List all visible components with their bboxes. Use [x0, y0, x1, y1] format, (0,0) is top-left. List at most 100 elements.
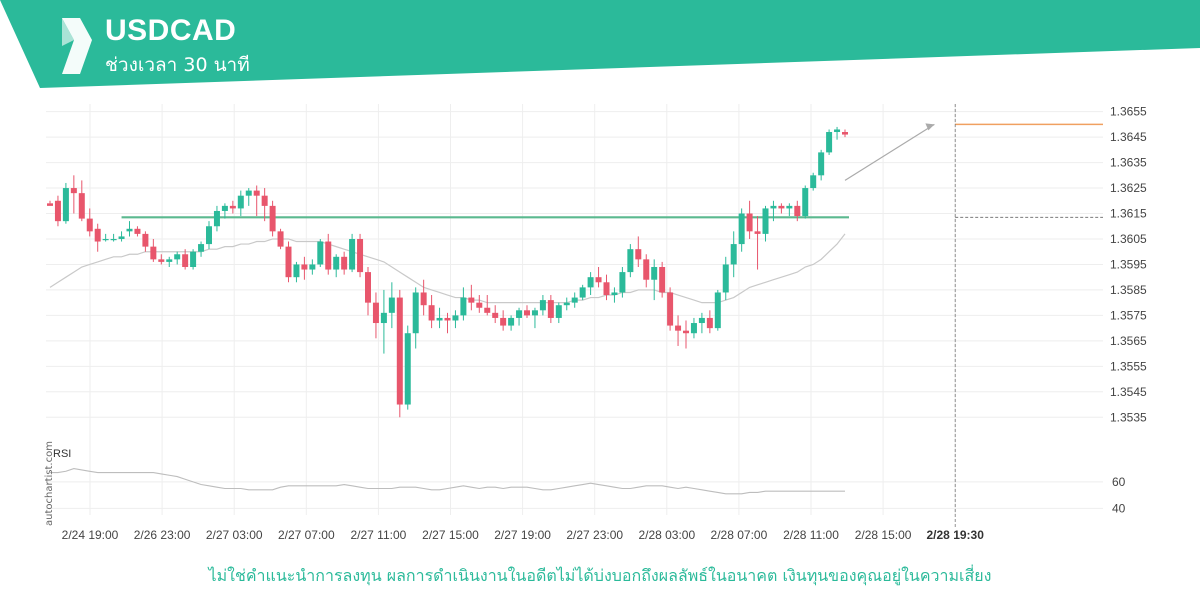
- candle-body: [412, 292, 419, 334]
- candle-body: [722, 264, 729, 293]
- candle-body: [86, 218, 93, 232]
- candle-body: [500, 317, 507, 326]
- candle-body: [444, 317, 451, 321]
- candle-body: [277, 231, 284, 247]
- y-tick-label: 1.3655: [1110, 105, 1147, 119]
- candle-body: [341, 256, 348, 270]
- candle-body: [47, 203, 53, 206]
- chart-title: USDCAD: [105, 14, 237, 47]
- candle-body: [285, 246, 292, 278]
- chart-subtitle: ช่วงเวลา 30 นาที: [105, 54, 250, 76]
- projection-arrow-head: [925, 123, 935, 131]
- y-tick-label: 1.3595: [1110, 257, 1147, 271]
- candle-body: [738, 213, 745, 245]
- rsi-line: [50, 468, 845, 495]
- candle-body: [365, 272, 371, 303]
- candle-body: [627, 249, 634, 273]
- candle-body: [142, 233, 149, 247]
- candle-body: [706, 317, 713, 329]
- candle-body: [150, 246, 157, 260]
- x-tick-label: 2/26 23:00: [134, 528, 191, 542]
- candle-body: [166, 259, 173, 262]
- x-tick-label: 2/27 15:00: [422, 528, 479, 542]
- candle-body: [786, 205, 793, 209]
- candle-body: [190, 251, 197, 267]
- y-tick-label: 1.3605: [1110, 232, 1147, 246]
- candle-body: [667, 292, 674, 326]
- candle-body: [70, 188, 77, 194]
- y-tick-label: 1.3565: [1110, 334, 1147, 348]
- header-banner: [0, 0, 1200, 88]
- candle-body: [611, 292, 618, 296]
- rsi-tick-label: 40: [1112, 501, 1126, 515]
- x-tick-label: 2/28 11:00: [783, 528, 839, 542]
- x-tick-label: 2/27 23:00: [566, 528, 623, 542]
- candle-body: [770, 205, 777, 209]
- x-tick-label: 2/24 19:00: [62, 528, 119, 542]
- candle-body: [754, 231, 761, 234]
- candle-body: [603, 282, 610, 296]
- candle-body: [539, 300, 546, 311]
- candle-body: [794, 205, 801, 217]
- y-tick-label: 1.3635: [1110, 156, 1147, 170]
- candle-body: [468, 297, 475, 303]
- candle-body: [349, 238, 356, 270]
- candle-body: [388, 297, 395, 313]
- candle-body: [643, 259, 650, 280]
- candle-body: [182, 254, 189, 267]
- candle-body: [269, 205, 276, 232]
- candle-body: [842, 132, 848, 135]
- candle-body: [635, 249, 642, 260]
- candle-body: [206, 226, 212, 245]
- candle-body: [818, 152, 825, 176]
- candle-body: [245, 190, 252, 196]
- y-tick-label: 1.3575: [1110, 308, 1147, 322]
- candle-body: [516, 310, 523, 318]
- candle-body: [563, 302, 570, 306]
- candle-body: [619, 272, 626, 293]
- moving-average-line: [49, 233, 846, 304]
- x-tick-label: 2/27 03:00: [206, 528, 263, 542]
- projection-arrow-line: [844, 123, 935, 181]
- candle-body: [524, 310, 530, 316]
- x-tick-label: 2/28 19:30: [927, 528, 985, 542]
- x-tick-label: 2/27 07:00: [278, 528, 335, 542]
- candle-body: [531, 310, 538, 316]
- y-tick-label: 1.3645: [1110, 130, 1147, 144]
- candle-body: [683, 330, 689, 334]
- candle-body: [54, 200, 61, 222]
- candle-body: [380, 312, 387, 324]
- candle-body: [404, 333, 411, 405]
- candle-body: [118, 236, 125, 239]
- candle-body: [595, 277, 602, 283]
- y-tick-label: 1.3545: [1110, 385, 1147, 399]
- candle-body: [651, 267, 658, 280]
- candle-body: [698, 317, 705, 324]
- candle-body: [810, 175, 817, 189]
- candle-body: [174, 254, 181, 260]
- candle-body: [253, 190, 260, 196]
- candle-body: [579, 287, 586, 298]
- candle-body: [420, 292, 427, 306]
- candle-body: [396, 297, 403, 405]
- rsi-label: RSI: [53, 448, 72, 460]
- candle-body: [802, 188, 809, 217]
- candle-body: [333, 256, 340, 270]
- candle-body: [452, 315, 459, 321]
- y-tick-label: 1.3535: [1110, 410, 1147, 424]
- candle-body: [372, 302, 379, 324]
- candle-body: [317, 241, 324, 265]
- candle-body: [110, 238, 117, 241]
- candle-body: [237, 195, 244, 209]
- candle-body: [834, 129, 841, 133]
- candle-body: [309, 264, 316, 270]
- candle-body: [436, 317, 443, 321]
- x-tick-label: 2/27 11:00: [350, 528, 406, 542]
- header-band-shape: [0, 0, 1200, 88]
- candle-body: [675, 325, 682, 331]
- candle-body: [158, 259, 165, 262]
- candle-body: [94, 228, 101, 242]
- candle-body: [229, 205, 236, 209]
- candle-body: [826, 132, 833, 153]
